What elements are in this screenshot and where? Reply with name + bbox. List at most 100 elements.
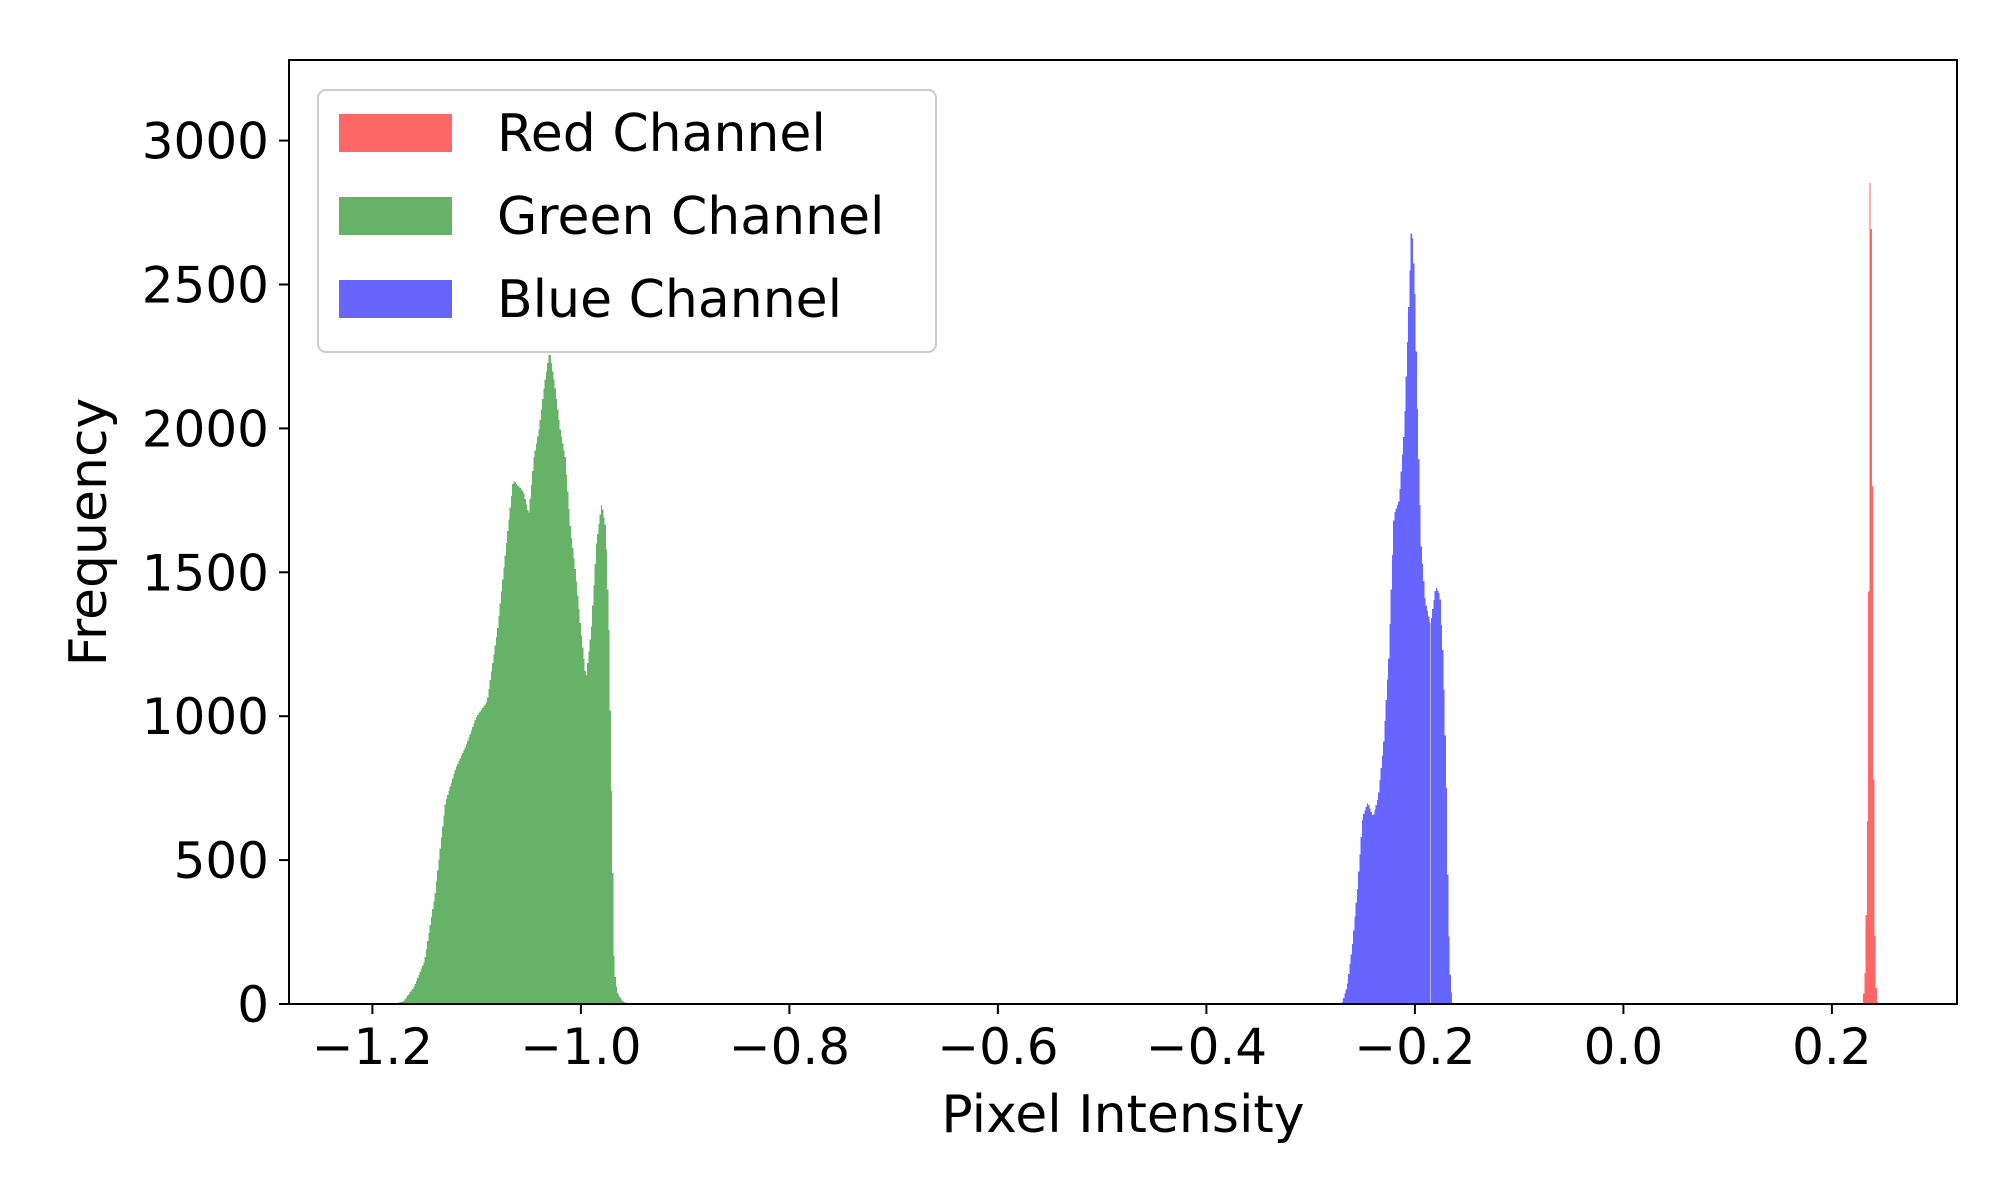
histogram-bar (568, 508, 570, 1004)
histogram-bar (1866, 821, 1869, 1004)
histogram-bar (1865, 914, 1867, 1004)
histogram-bar (1388, 658, 1390, 1004)
histogram-bar (418, 974, 420, 1004)
histogram-bar (563, 450, 565, 1004)
y-tick-label: 1000 (142, 688, 269, 746)
histogram-bar (1364, 810, 1366, 1004)
histogram-bar (424, 956, 426, 1004)
histogram-bar (1368, 804, 1370, 1004)
histogram-bar (555, 399, 558, 1004)
histogram-bar (1348, 973, 1350, 1004)
histogram-bar (1445, 788, 1448, 1004)
histogram-bar (1353, 930, 1355, 1004)
histogram-bar (434, 892, 436, 1004)
histogram-bar (1395, 508, 1397, 1004)
histogram-bar (1361, 819, 1364, 1004)
histogram-bar (1398, 501, 1400, 1004)
histogram-bar (543, 388, 545, 1004)
histogram-bar (472, 727, 474, 1004)
histogram-bar (417, 977, 419, 1004)
histogram-bar (444, 804, 446, 1004)
histogram-bar (1358, 871, 1360, 1004)
histogram-bar (479, 711, 481, 1004)
histogram-bar (1873, 779, 1875, 1004)
x-tick-label: −1.2 (312, 1018, 433, 1076)
histogram-bar (503, 567, 505, 1004)
histogram-bar (407, 995, 409, 1004)
histogram-bar (488, 688, 490, 1004)
histogram-bar (587, 663, 589, 1004)
histogram-bar (482, 707, 484, 1004)
histogram-bar (612, 872, 614, 1004)
histogram-bar (452, 778, 454, 1004)
histogram-bar (1375, 804, 1377, 1004)
histogram-bar (1390, 589, 1392, 1004)
histogram-bar (1359, 854, 1361, 1004)
histogram-bar (409, 992, 411, 1004)
histogram-bar (1369, 808, 1371, 1004)
y-tick-label: 3000 (142, 113, 269, 171)
histogram-bar (510, 495, 513, 1004)
histogram-bar (410, 990, 413, 1004)
histogram-bar (1437, 590, 1439, 1004)
histogram-bar (1433, 600, 1435, 1004)
histogram-bar (1345, 989, 1347, 1004)
histogram-bar (577, 595, 579, 1004)
histogram-bar (1404, 411, 1406, 1004)
histogram-bar (1344, 993, 1346, 1004)
histogram-bar (499, 603, 501, 1004)
histogram-bar (1343, 997, 1345, 1004)
histogram-bar (559, 429, 561, 1004)
histogram-bar (1393, 520, 1395, 1004)
x-tick-label: −0.8 (729, 1018, 850, 1076)
histogram-bars (393, 183, 1879, 1005)
histogram-bar (447, 794, 449, 1004)
histogram-bar (584, 670, 586, 1004)
histogram-bar (1869, 183, 1871, 1004)
histogram-bar (1410, 233, 1412, 1004)
histogram-bar (622, 1001, 624, 1004)
histogram-bar (1401, 454, 1404, 1004)
histogram-bar (600, 504, 603, 1004)
histogram-bar (1351, 944, 1354, 1004)
histogram-bar (473, 723, 475, 1004)
histogram-bar (449, 786, 451, 1004)
histogram-bar (548, 354, 550, 1005)
histogram-bar (538, 429, 540, 1004)
histogram-bar (573, 558, 575, 1004)
histogram-bar (1871, 485, 1874, 1004)
histogram-bar (402, 1001, 404, 1004)
histogram-bar (435, 881, 438, 1004)
histogram-bar (1380, 767, 1382, 1004)
histogram-bar (565, 474, 568, 1004)
histogram-bar (520, 489, 523, 1004)
histogram-bar (1355, 902, 1357, 1004)
histogram-bar (553, 379, 555, 1004)
histogram-bar (1370, 811, 1372, 1004)
histogram-bar (443, 815, 445, 1004)
histogram-bar (549, 354, 551, 1005)
histogram-bar (440, 837, 443, 1004)
histogram-bar (494, 645, 496, 1004)
histogram-bar (1440, 624, 1442, 1004)
histogram-bar (615, 986, 618, 1004)
histogram-bar (554, 388, 556, 1004)
histogram-bar (454, 770, 456, 1004)
histogram-bar (442, 826, 444, 1004)
histogram-bar (1374, 809, 1376, 1004)
histogram-bar (550, 363, 553, 1004)
x-tick-label: −0.6 (937, 1018, 1058, 1076)
histogram-bar (1435, 587, 1437, 1004)
histogram-bar (619, 997, 621, 1004)
histogram-bar (1868, 591, 1870, 1004)
histogram-bar (1444, 735, 1446, 1004)
histogram-bar (1399, 488, 1401, 1005)
histogram-bar (497, 627, 499, 1004)
histogram-bar (459, 758, 461, 1004)
series-green-channel (393, 354, 628, 1005)
histogram-bar (547, 363, 549, 1004)
histogram-bar (460, 755, 463, 1004)
histogram-bar (1371, 815, 1374, 1004)
histogram-bar (500, 591, 503, 1004)
histogram-bar (412, 988, 414, 1004)
